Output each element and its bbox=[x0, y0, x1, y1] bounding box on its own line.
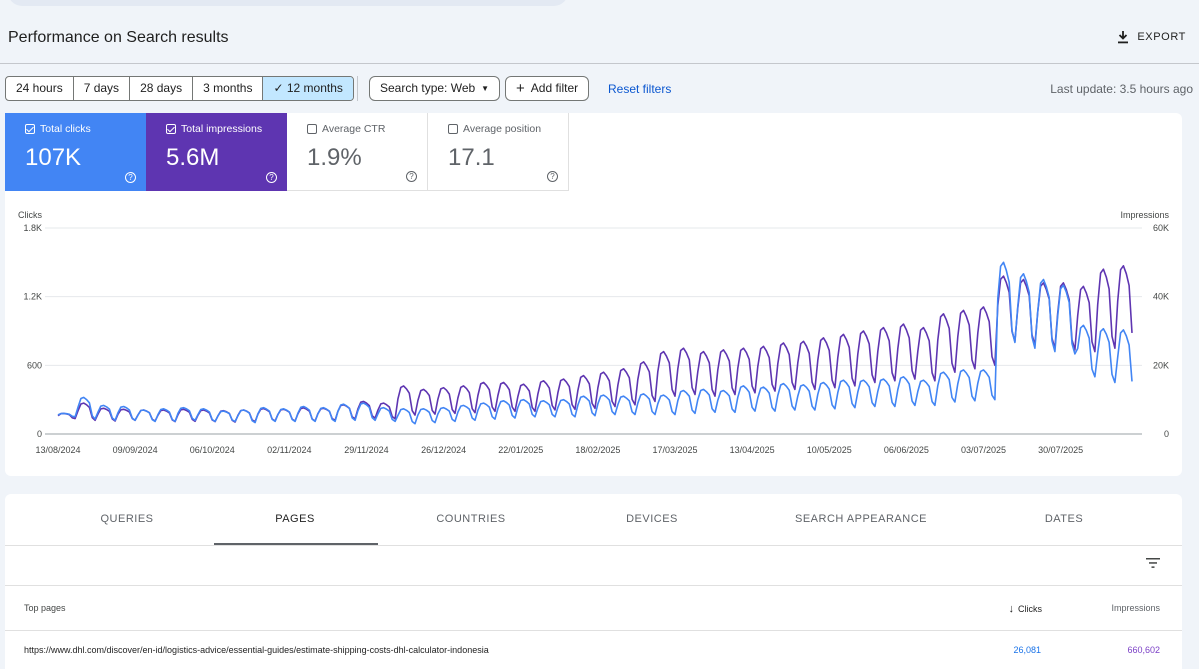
left-axis-tick: 600 bbox=[27, 360, 42, 370]
series-line-impressions bbox=[57, 265, 1133, 423]
range-12-months[interactable]: ✓ 12 months bbox=[263, 77, 353, 100]
right-axis-tick: 40K bbox=[1153, 292, 1169, 302]
metric-value: 5.6M bbox=[166, 144, 220, 171]
metric-label: Average CTR bbox=[322, 123, 386, 135]
right-axis-tick: 60K bbox=[1153, 223, 1169, 233]
search-bar[interactable] bbox=[8, 0, 568, 6]
left-axis-tick: 1.8K bbox=[23, 223, 42, 233]
metric-average-ctr[interactable]: Average CTR 1.9% ? bbox=[287, 113, 428, 191]
download-icon bbox=[1118, 31, 1129, 44]
left-axis-tick: 0 bbox=[37, 429, 42, 439]
table-row-impressions: 660,602 bbox=[1127, 645, 1160, 655]
help-icon[interactable]: ? bbox=[406, 171, 417, 182]
metric-label: Total impressions bbox=[181, 123, 263, 135]
export-button[interactable]: EXPORT bbox=[1117, 30, 1186, 44]
chart-grid: 1.8K 60K 1.2K 40K 600 20K 0 0 bbox=[23, 223, 1169, 439]
x-axis-tick-label: 09/09/2024 bbox=[113, 445, 158, 455]
arrow-down-icon: ↓ bbox=[1008, 603, 1015, 615]
page-title: Performance on Search results bbox=[8, 29, 229, 46]
x-axis-tick-label: 10/05/2025 bbox=[807, 445, 852, 455]
right-axis-tick: 20K bbox=[1153, 360, 1169, 370]
search-type-label: Search type: Web bbox=[380, 81, 476, 95]
right-axis-label: Impressions bbox=[1120, 210, 1169, 220]
column-header-clicks[interactable]: ↓ Clicks bbox=[1009, 603, 1043, 615]
date-range-selector: 24 hours 7 days 28 days 3 months ✓ 12 mo… bbox=[5, 76, 354, 101]
performance-card: Total clicks 107K ? Total impressions 5.… bbox=[5, 113, 1182, 476]
series-line-clicks bbox=[57, 261, 1133, 425]
x-axis-tick-label: 22/01/2025 bbox=[498, 445, 543, 455]
dropdown-caret-icon: ▼ bbox=[481, 84, 490, 93]
header-divider bbox=[5, 585, 1182, 586]
row-divider bbox=[5, 630, 1182, 631]
table-row-clicks: 26,081 bbox=[1013, 645, 1041, 655]
x-axis-tick-label: 29/11/2024 bbox=[344, 445, 388, 455]
column-header-impressions[interactable]: Impressions bbox=[1111, 603, 1160, 613]
help-icon[interactable]: ? bbox=[547, 171, 558, 182]
x-axis-tick-label: 03/07/2025 bbox=[961, 445, 1006, 455]
x-axis-tick-label: 06/10/2024 bbox=[190, 445, 235, 455]
reset-filters-link[interactable]: Reset filters bbox=[608, 82, 672, 96]
tab-search-appearance[interactable]: SEARCH APPEARANCE bbox=[795, 513, 927, 525]
metric-label: Average position bbox=[463, 123, 542, 135]
active-tab-indicator bbox=[214, 543, 378, 545]
add-filter-button[interactable]: + Add filter bbox=[505, 76, 590, 101]
metric-total-clicks[interactable]: Total clicks 107K ? bbox=[5, 113, 146, 191]
help-icon[interactable]: ? bbox=[125, 172, 136, 183]
metric-total-impressions[interactable]: Total impressions 5.6M ? bbox=[146, 113, 287, 191]
filter-separator bbox=[357, 76, 358, 101]
range-3-months[interactable]: 3 months bbox=[193, 77, 264, 100]
tab-pages[interactable]: PAGES bbox=[275, 513, 315, 525]
metric-label: Total clicks bbox=[40, 123, 91, 135]
range-24-hours[interactable]: 24 hours bbox=[6, 77, 74, 100]
checkbox-unchecked-icon[interactable] bbox=[448, 124, 458, 134]
metric-average-position[interactable]: Average position 17.1 ? bbox=[428, 113, 569, 191]
x-axis-tick-label: 06/06/2025 bbox=[884, 445, 929, 455]
last-update-text: Last update: 3.5 hours ago bbox=[1050, 82, 1193, 96]
chart-series bbox=[57, 261, 1133, 425]
tab-devices[interactable]: DEVICES bbox=[626, 513, 678, 525]
column-header-clicks-label: Clicks bbox=[1018, 604, 1042, 614]
range-12-months-label: 12 months bbox=[286, 81, 343, 95]
column-header-top-pages[interactable]: Top pages bbox=[24, 603, 66, 613]
x-axis-tick-label: 13/04/2025 bbox=[730, 445, 775, 455]
metric-value: 107K bbox=[25, 144, 82, 171]
x-axis-tick-label: 26/12/2024 bbox=[421, 445, 466, 455]
title-divider bbox=[0, 63, 1199, 64]
left-axis-label: Clicks bbox=[18, 210, 42, 220]
add-filter-label: Add filter bbox=[530, 81, 579, 95]
metric-value: 17.1 bbox=[448, 144, 495, 171]
tab-dates[interactable]: DATES bbox=[1044, 513, 1084, 525]
performance-chart[interactable]: Clicks Impressions 1.8K 60K 1.2K 40K 600 20K 0… bbox=[5, 208, 1182, 473]
x-axis-tick-label: 13/08/2024 bbox=[35, 445, 80, 455]
left-axis-tick: 1.2K bbox=[23, 292, 42, 302]
x-axis-tick-label: 02/11/2024 bbox=[267, 445, 311, 455]
range-7-days[interactable]: 7 days bbox=[74, 77, 131, 100]
checkbox-checked-icon[interactable] bbox=[166, 124, 176, 134]
metric-value: 1.9% bbox=[307, 144, 362, 171]
table-row-page-url[interactable]: https://www.dhl.com/discover/en-id/logis… bbox=[24, 645, 489, 655]
check-icon: ✓ bbox=[273, 81, 284, 95]
report-table-card: QUERIES PAGES COUNTRIES DEVICES SEARCH A… bbox=[5, 494, 1182, 669]
plus-icon: + bbox=[516, 80, 525, 97]
checkbox-unchecked-icon[interactable] bbox=[307, 124, 317, 134]
x-axis-tick-label: 17/03/2025 bbox=[652, 445, 697, 455]
search-type-dropdown[interactable]: Search type: Web ▼ bbox=[369, 76, 501, 101]
x-axis-tick-label: 18/02/2025 bbox=[575, 445, 620, 455]
help-icon[interactable]: ? bbox=[266, 172, 277, 183]
tabs-divider bbox=[5, 545, 1182, 546]
export-label: EXPORT bbox=[1137, 31, 1186, 43]
filter-rows-icon[interactable] bbox=[1146, 557, 1160, 569]
checkbox-checked-icon[interactable] bbox=[25, 124, 35, 134]
right-axis-tick: 0 bbox=[1164, 429, 1169, 439]
tab-queries[interactable]: QUERIES bbox=[100, 513, 154, 525]
range-28-days[interactable]: 28 days bbox=[130, 77, 194, 100]
x-axis-ticks: 13/08/2024 09/09/2024 06/10/2024 02/11/2024… bbox=[35, 445, 1083, 455]
x-axis-tick-label: 30/07/2025 bbox=[1038, 445, 1083, 455]
tab-countries[interactable]: COUNTRIES bbox=[436, 513, 506, 525]
